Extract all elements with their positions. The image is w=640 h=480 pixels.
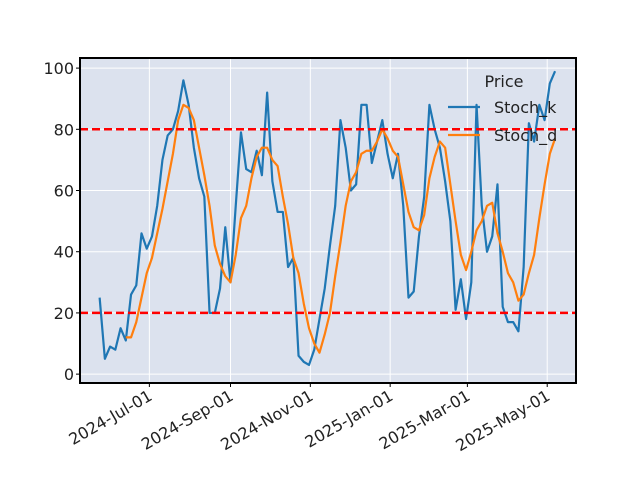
legend-label: Stoch_k	[494, 98, 557, 118]
line-series	[125, 103, 557, 354]
line-series	[98, 70, 557, 367]
y-tick-label: 60	[54, 182, 74, 201]
y-tick-label: 20	[54, 304, 74, 323]
y-tick-label: 100	[43, 59, 74, 78]
y-tick-label: 80	[54, 120, 74, 139]
legend-title: Price	[484, 72, 523, 91]
y-tick-label: 40	[54, 243, 74, 262]
plot-border	[79, 57, 577, 384]
legend-label: Stoch_d	[494, 126, 557, 146]
y-tick-label: 0	[64, 365, 74, 384]
